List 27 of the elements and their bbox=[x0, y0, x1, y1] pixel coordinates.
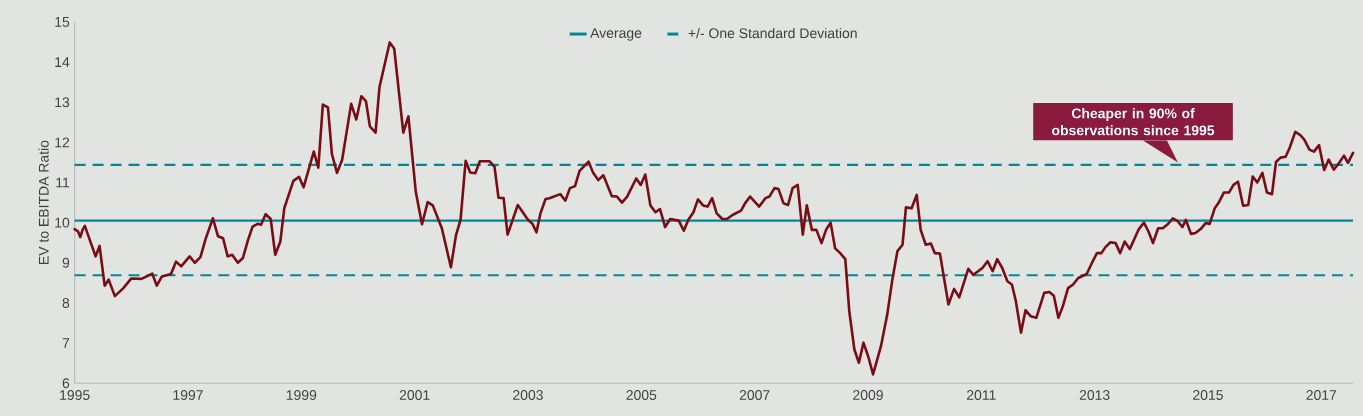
x-tick-label: 1997 bbox=[173, 389, 203, 400]
x-tick-label: 2013 bbox=[1079, 389, 1110, 400]
legend-label: Average bbox=[590, 28, 642, 41]
x-tick-label: 2017 bbox=[1306, 389, 1337, 400]
y-axis-title: EV to EBITDA Ratio bbox=[38, 140, 49, 264]
legend-label: +/- One Standard Deviation bbox=[688, 27, 857, 39]
y-tick-label: 10 bbox=[55, 217, 70, 228]
y-tick-label: 15 bbox=[55, 17, 70, 27]
x-tick-label: 1995 bbox=[60, 389, 90, 400]
x-tick-label: 2011 bbox=[966, 389, 996, 400]
y-tick-label: 14 bbox=[55, 57, 70, 67]
y-tick-label: 7 bbox=[62, 338, 70, 348]
x-tick-label: 2009 bbox=[853, 389, 883, 400]
y-tick-label: 9 bbox=[62, 257, 70, 268]
y-tick-label: 12 bbox=[55, 137, 70, 148]
y-tick-label: 11 bbox=[56, 177, 70, 188]
y-tick-label: 8 bbox=[62, 297, 70, 308]
x-tick-label: 2003 bbox=[513, 389, 543, 400]
x-tick-label: 2007 bbox=[739, 389, 770, 400]
y-tick-label: 6 bbox=[62, 378, 70, 389]
x-tick-label: 1999 bbox=[286, 389, 317, 400]
x-tick-label: 2005 bbox=[626, 389, 657, 400]
y-tick-label: 13 bbox=[55, 97, 70, 108]
x-tick-label: 2001 bbox=[399, 389, 430, 400]
x-tick-label: 2015 bbox=[1193, 389, 1223, 400]
line-series bbox=[73, 41, 1355, 376]
annotation: Cheaper in 90% of observations since 1995 bbox=[1052, 108, 1215, 136]
